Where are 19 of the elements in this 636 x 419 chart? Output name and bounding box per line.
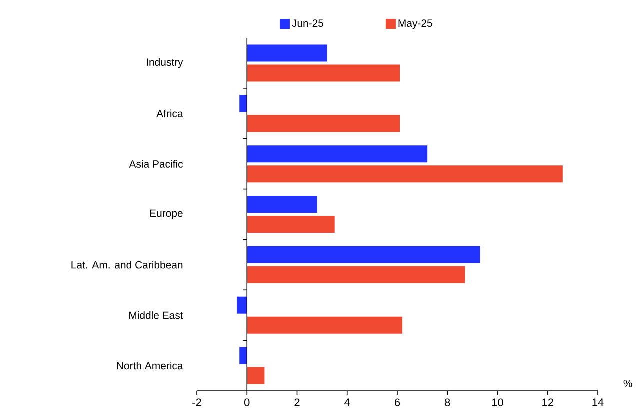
y-tick-label: Asia Pacific: [129, 160, 184, 168]
x-tick-label: -2: [192, 398, 202, 406]
x-tick-label: 2: [294, 398, 300, 406]
y-tick-label: Europe: [150, 210, 183, 220]
x-tick-label: 14: [592, 398, 604, 406]
x-tick-label: 6: [395, 398, 400, 406]
y-tick-label: Industry: [147, 58, 184, 68]
x-tick-label: 12: [542, 398, 554, 406]
y-tick-label: Middle East: [130, 312, 184, 320]
y-tick-label: Lat. Am. and Caribbean: [72, 261, 183, 269]
x-tick-label: 8: [445, 398, 450, 406]
x-axis-title: %: [624, 380, 632, 388]
legend-label: May-25: [398, 20, 432, 30]
y-tick-label: Africa: [156, 110, 184, 118]
y-tick-label: North America: [117, 362, 184, 370]
x-tick-label: 4: [344, 398, 350, 406]
x-tick-label: 0: [244, 398, 250, 406]
legend-label: Jun-25: [292, 20, 324, 28]
x-tick-label: 10: [492, 398, 504, 406]
